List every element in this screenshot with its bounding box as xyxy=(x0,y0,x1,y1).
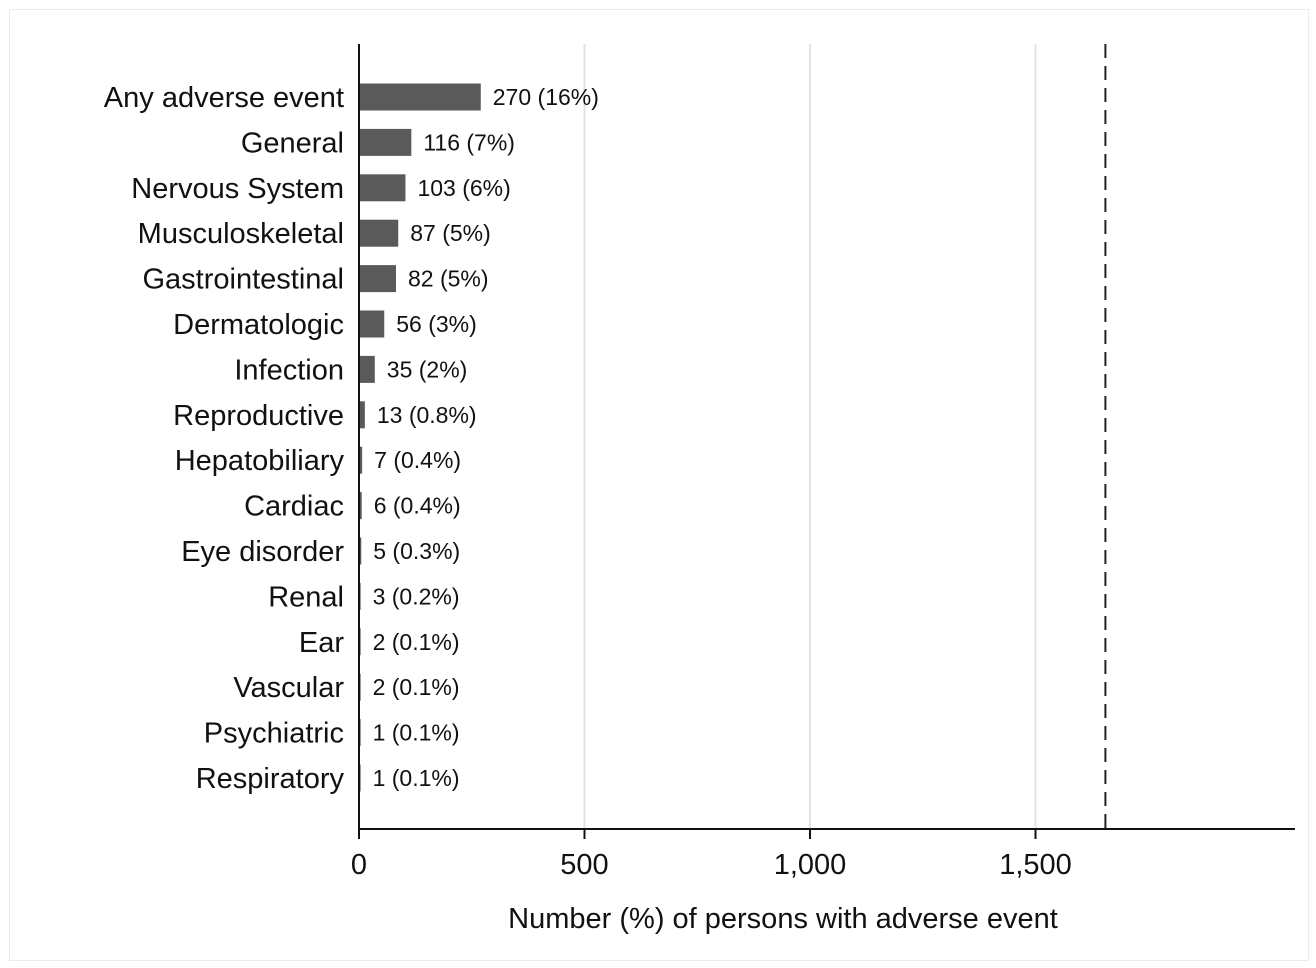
x-axis-title: Number (%) of persons with adverse event xyxy=(508,903,1058,935)
data-label: 13 (0.8%) xyxy=(377,402,477,428)
bar-any-adverse-event xyxy=(359,83,481,111)
chart-frame xyxy=(9,9,1309,961)
axes xyxy=(358,44,1295,839)
category-label: General xyxy=(241,127,344,159)
category-label: Vascular xyxy=(233,672,344,704)
category-label: Any adverse event xyxy=(104,82,344,114)
category-label: Eye disorder xyxy=(181,536,344,568)
category-label: Respiratory xyxy=(196,763,345,795)
gridlines xyxy=(583,44,1037,829)
x-tick-label: 1,000 xyxy=(774,849,847,881)
bar-dermatologic xyxy=(359,310,385,338)
bar-gastrointestinal xyxy=(359,265,396,293)
bar-musculoskeletal xyxy=(359,219,399,247)
data-label: 5 (0.3%) xyxy=(373,538,460,564)
data-label: 2 (0.1%) xyxy=(373,674,460,700)
category-label: Nervous System xyxy=(131,173,344,205)
category-label: Dermatologic xyxy=(173,309,344,341)
category-label: Gastrointestinal xyxy=(143,264,345,296)
bar-hepatobiliary xyxy=(359,446,363,474)
category-label: Ear xyxy=(299,627,344,659)
data-label: 87 (5%) xyxy=(410,220,491,246)
bar-reproductive xyxy=(359,401,365,429)
bar-general xyxy=(359,128,412,156)
x-tick-label: 0 xyxy=(351,849,367,881)
data-label: 3 (0.2%) xyxy=(373,583,460,609)
category-label: Renal xyxy=(268,581,344,613)
bar-cardiac xyxy=(359,492,362,520)
category-label: Reproductive xyxy=(173,400,344,432)
category-label: Psychiatric xyxy=(204,718,344,750)
data-label: 103 (6%) xyxy=(417,175,510,201)
data-label: 2 (0.1%) xyxy=(373,629,460,655)
data-label: 116 (7%) xyxy=(423,129,515,155)
data-label: 1 (0.1%) xyxy=(373,720,460,746)
data-label: 35 (2%) xyxy=(387,356,468,382)
category-label: Hepatobiliary xyxy=(175,445,345,477)
bar-infection xyxy=(359,355,375,383)
bar-nervous-system xyxy=(359,174,406,202)
data-label: 82 (5%) xyxy=(408,266,489,292)
data-label: 270 (16%) xyxy=(493,84,599,110)
data-label: 1 (0.1%) xyxy=(373,765,460,791)
labels: Any adverse event 270 (16%) General 116 (7%… xyxy=(104,82,1072,881)
data-label: 6 (0.4%) xyxy=(374,493,461,519)
x-tick-label: 1,500 xyxy=(999,849,1072,881)
x-tick-label: 500 xyxy=(560,849,608,881)
category-label: Musculoskeletal xyxy=(138,218,344,250)
category-label: Infection xyxy=(234,354,344,386)
bar-eye-disorder xyxy=(359,537,362,565)
category-label: Cardiac xyxy=(244,491,344,523)
data-label: 56 (3%) xyxy=(396,311,477,337)
data-label: 7 (0.4%) xyxy=(374,447,461,473)
bars xyxy=(359,83,481,792)
